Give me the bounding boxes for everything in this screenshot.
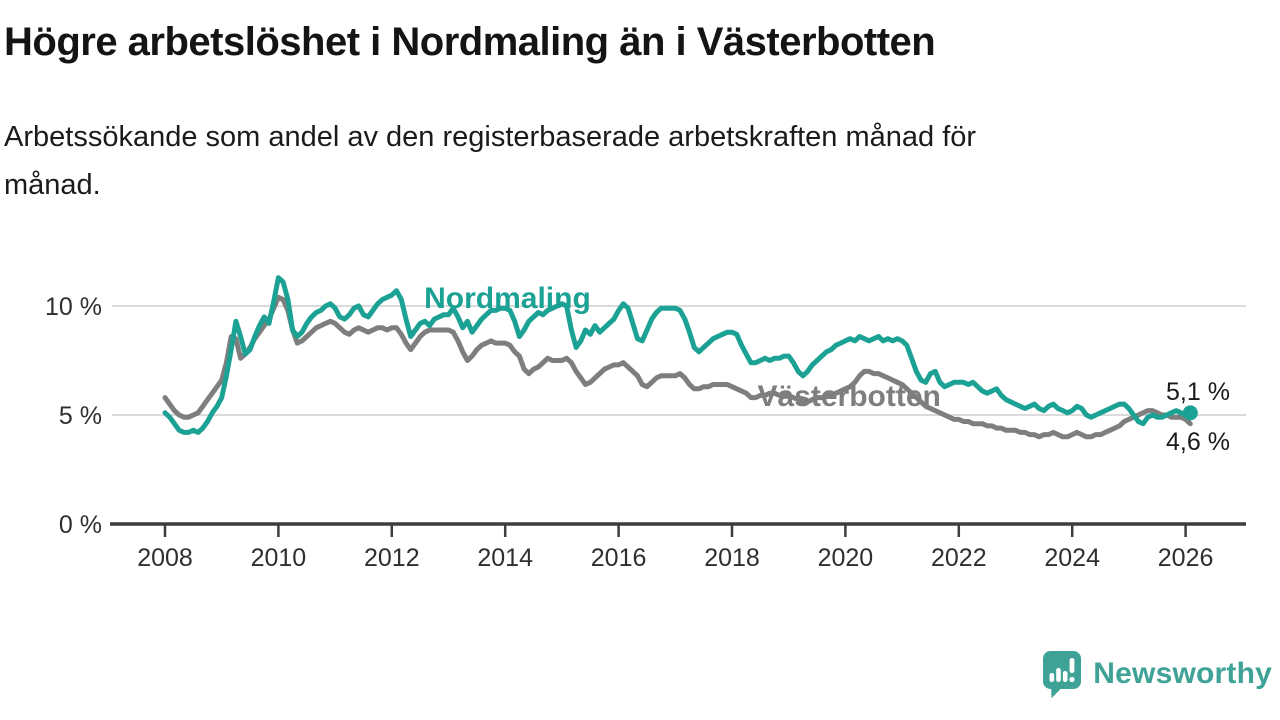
x-axis-label-2014: 2014: [477, 544, 533, 572]
x-axis-label-2022: 2022: [931, 544, 987, 572]
x-axis-label-2008: 2008: [137, 544, 193, 572]
logo-speech-bubble: [1043, 651, 1082, 699]
newsworthy-branding: Newsworthy: [1041, 648, 1272, 700]
y-axis-label-10: 10 %: [45, 293, 102, 321]
x-axis-label-2012: 2012: [364, 544, 420, 572]
logo-exclamation-bar: [1069, 658, 1075, 673]
vasterbotten-end-value-label: 4,6 %: [1166, 428, 1230, 456]
x-axis-label-2018: 2018: [704, 544, 760, 572]
x-axis-label-2010: 2010: [251, 544, 307, 572]
series-line-västerbotten: [162, 294, 1193, 440]
newsworthy-logo-icon: [1043, 651, 1082, 699]
y-axis-label-5: 5 %: [59, 402, 102, 430]
x-axis-label-2016: 2016: [591, 544, 647, 572]
line-chart-svg: 0 % 5 % 10 % Nordmaling Västerbotten 2008 2010…: [45, 275, 1246, 572]
series-label-nordmaling: Nordmaling: [424, 282, 591, 315]
x-axis-label-2024: 2024: [1044, 544, 1100, 572]
logo-bar-3: [1063, 671, 1068, 682]
logo-exclamation-dot: [1069, 676, 1075, 683]
chart-subtitle: Arbetssökande som andel av den registerb…: [4, 113, 1204, 209]
line-chart: 0 % 5 % 10 % Nordmaling Västerbotten 2008 2010…: [0, 240, 1280, 600]
series-label-västerbotten: Västerbotten: [758, 380, 941, 413]
logo-bar-2: [1056, 668, 1062, 682]
series-line-nordmaling: [162, 275, 1193, 435]
chart-title: Högre arbetslöshet i Nordmaling än i Väs…: [4, 20, 936, 64]
nordmaling-end-value-label: 5,1 %: [1166, 378, 1230, 406]
x-axis-label-2020: 2020: [818, 544, 874, 572]
chart-subtitle-line-2: månad.: [4, 169, 101, 201]
chart-subtitle-line-1: Arbetssökande som andel av den registerb…: [4, 121, 977, 153]
x-axis-label-2026: 2026: [1158, 544, 1214, 572]
nordmaling-end-dot: [1182, 405, 1198, 421]
newsworthy-logo-text: Newsworthy: [1093, 657, 1272, 690]
logo-bar-1: [1049, 673, 1055, 682]
y-axis-label-0: 0 %: [59, 511, 102, 539]
